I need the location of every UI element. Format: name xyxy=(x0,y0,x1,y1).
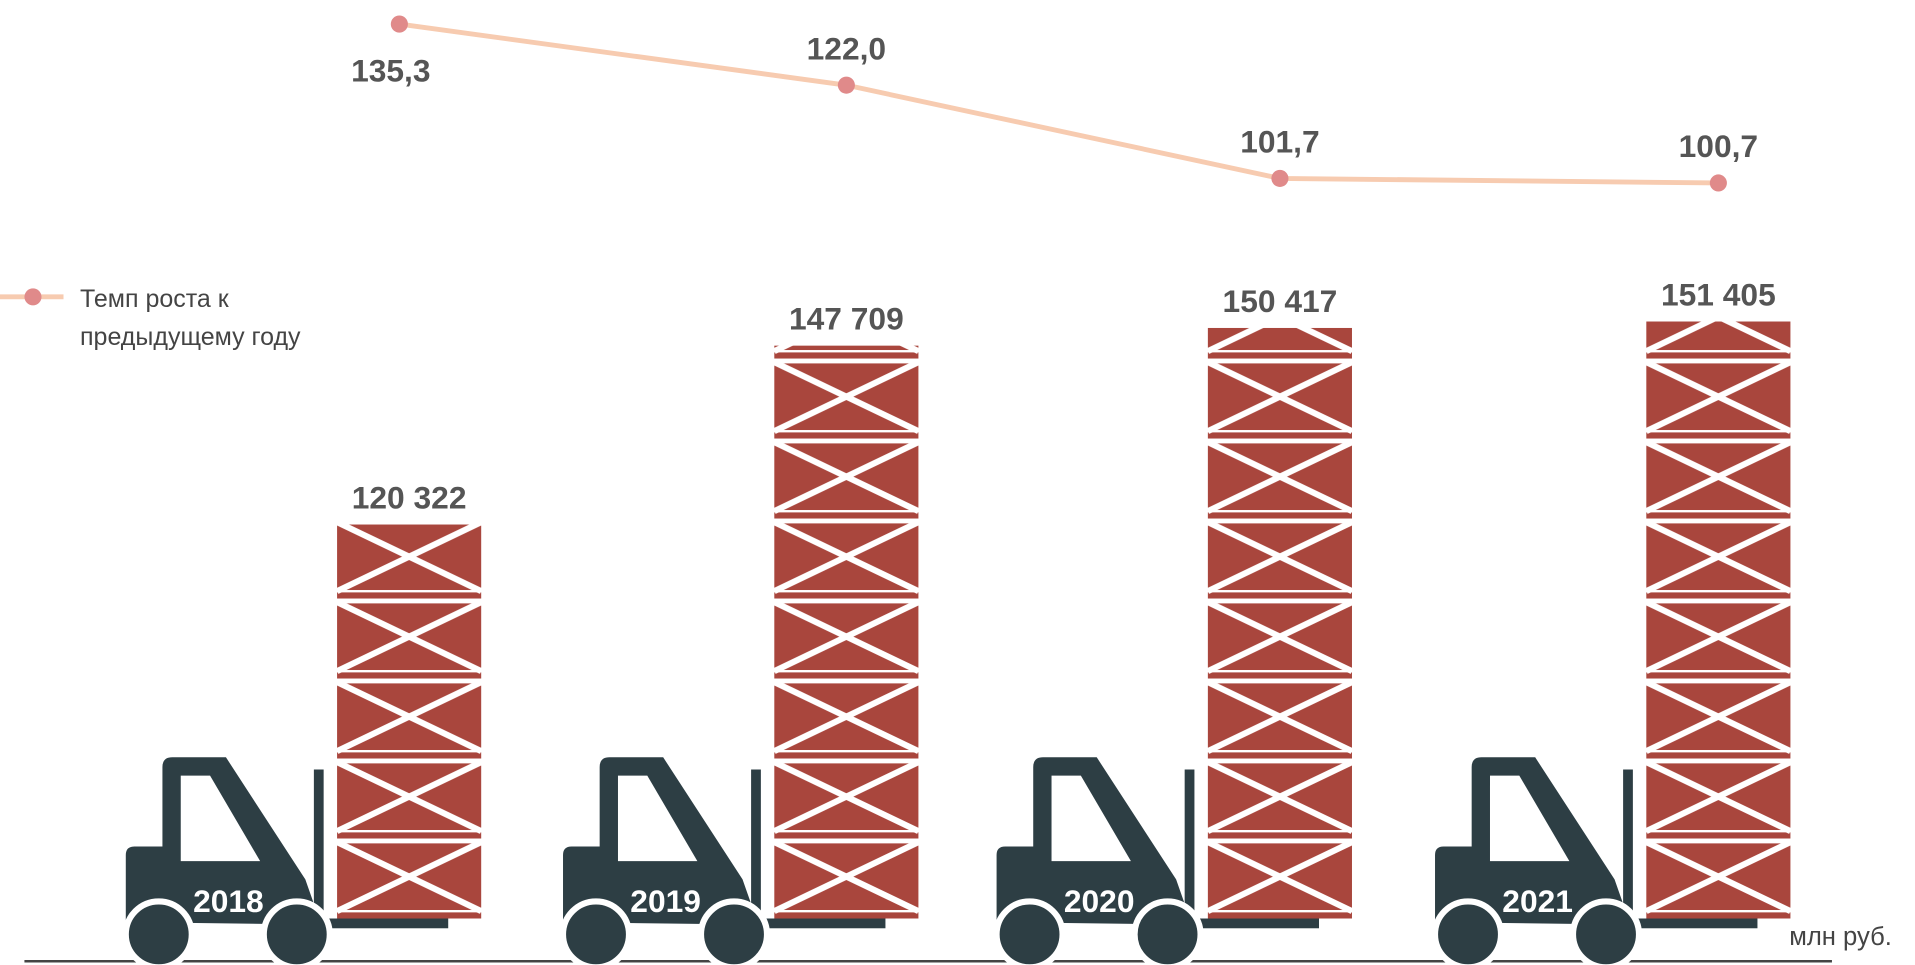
bar-value-label: 151 405 xyxy=(1661,276,1776,312)
forklift-mast xyxy=(1184,769,1195,925)
forklift-window xyxy=(617,775,698,862)
unit-label: млн руб. xyxy=(1789,923,1892,951)
forklift-window xyxy=(180,775,261,862)
forklift-wheel xyxy=(1431,898,1505,965)
forklift xyxy=(993,757,1320,965)
forklift-wheel xyxy=(122,898,195,965)
bar-value-label: 120 322 xyxy=(352,479,467,515)
forklift-mast xyxy=(313,769,324,925)
forklift-wheel xyxy=(559,898,633,965)
category-label: 2019 xyxy=(630,883,701,919)
line xyxy=(399,21,1719,186)
bar-value-label: 147 709 xyxy=(789,301,904,337)
forklift-wheel xyxy=(260,898,333,965)
forklift-mast xyxy=(751,769,761,925)
line-value-label: 100,7 xyxy=(1679,128,1758,164)
bar xyxy=(1207,327,1352,919)
category-label: 2021 xyxy=(1502,883,1573,919)
forklift-window xyxy=(1051,775,1131,862)
line-marker xyxy=(1709,174,1727,192)
line-marker xyxy=(837,76,855,94)
forklift-wheel xyxy=(1131,898,1204,965)
forklift-window xyxy=(1489,775,1570,862)
line-marker xyxy=(390,15,408,33)
line-value-label: 101,7 xyxy=(1240,124,1319,160)
forklift-wheel xyxy=(697,898,771,965)
bar xyxy=(337,524,482,919)
category-label: 2020 xyxy=(1064,883,1135,919)
category-label: 2018 xyxy=(193,883,264,919)
forklift xyxy=(559,757,886,965)
forklift-fork xyxy=(321,918,449,929)
forklift-wheel xyxy=(1569,898,1643,965)
line-value-label: 135,3 xyxy=(351,52,430,88)
forklift-wheel xyxy=(993,898,1066,965)
line-value-label: 122,0 xyxy=(807,30,886,66)
forklift xyxy=(122,757,449,965)
forklift xyxy=(1431,757,1758,965)
bar-value-label: 150 417 xyxy=(1223,283,1338,319)
legend-label: Темп роста к предыдущему году xyxy=(80,285,301,351)
bar xyxy=(1646,321,1791,919)
legend-marker xyxy=(24,288,42,306)
forklift-fork xyxy=(1630,918,1758,929)
forklift-fork xyxy=(758,918,886,929)
forklift-fork xyxy=(1191,918,1320,929)
forklift-mast xyxy=(1623,769,1633,925)
line-marker xyxy=(1271,169,1289,187)
bar xyxy=(774,345,919,919)
